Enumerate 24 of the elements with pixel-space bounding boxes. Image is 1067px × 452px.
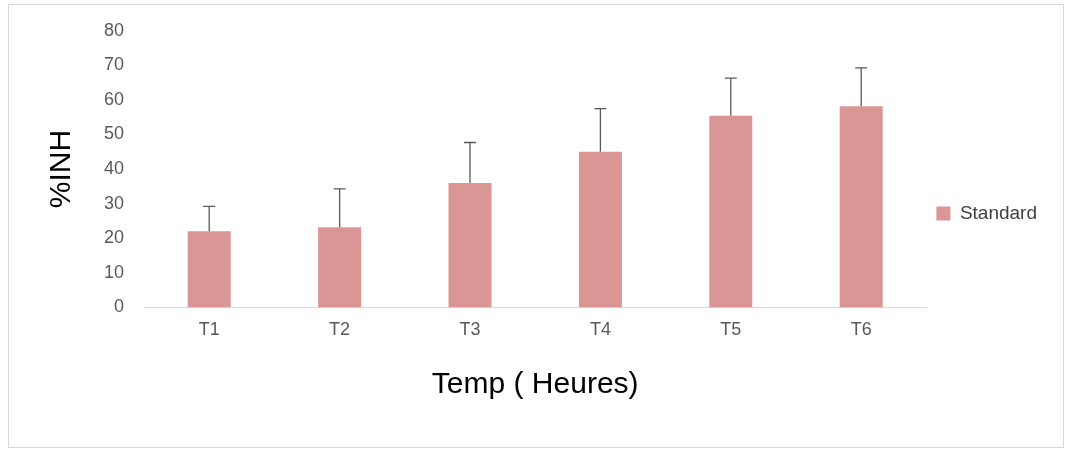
x-tick-label: T5: [720, 319, 742, 340]
legend-label: Standard: [959, 201, 1038, 223]
x-tick-label: T4: [589, 319, 611, 340]
x-tick-label: T1: [198, 319, 220, 340]
x-tick-label: T3: [459, 319, 481, 340]
y-axis-title: %INH: [43, 129, 77, 209]
y-tick-label: 30: [103, 192, 125, 213]
y-tick-label: 60: [103, 88, 125, 109]
x-tick-label: T2: [329, 319, 351, 340]
y-tick-label: 50: [103, 123, 125, 144]
y-tick-label: 80: [103, 19, 125, 40]
y-tick-label: 20: [103, 227, 125, 248]
y-tick-label: 10: [103, 261, 125, 282]
bar: [578, 151, 622, 308]
y-tick-label: 40: [103, 158, 125, 179]
bar: [318, 227, 362, 308]
x-axis-title: Temp ( Heures): [431, 366, 639, 400]
bar: [187, 231, 231, 308]
y-tick-label: 0: [114, 296, 125, 317]
y-tick-label: 70: [103, 54, 125, 75]
bar: [839, 106, 883, 308]
bar: [709, 115, 753, 308]
x-tick-label: T6: [850, 319, 872, 340]
bar: [448, 182, 492, 308]
